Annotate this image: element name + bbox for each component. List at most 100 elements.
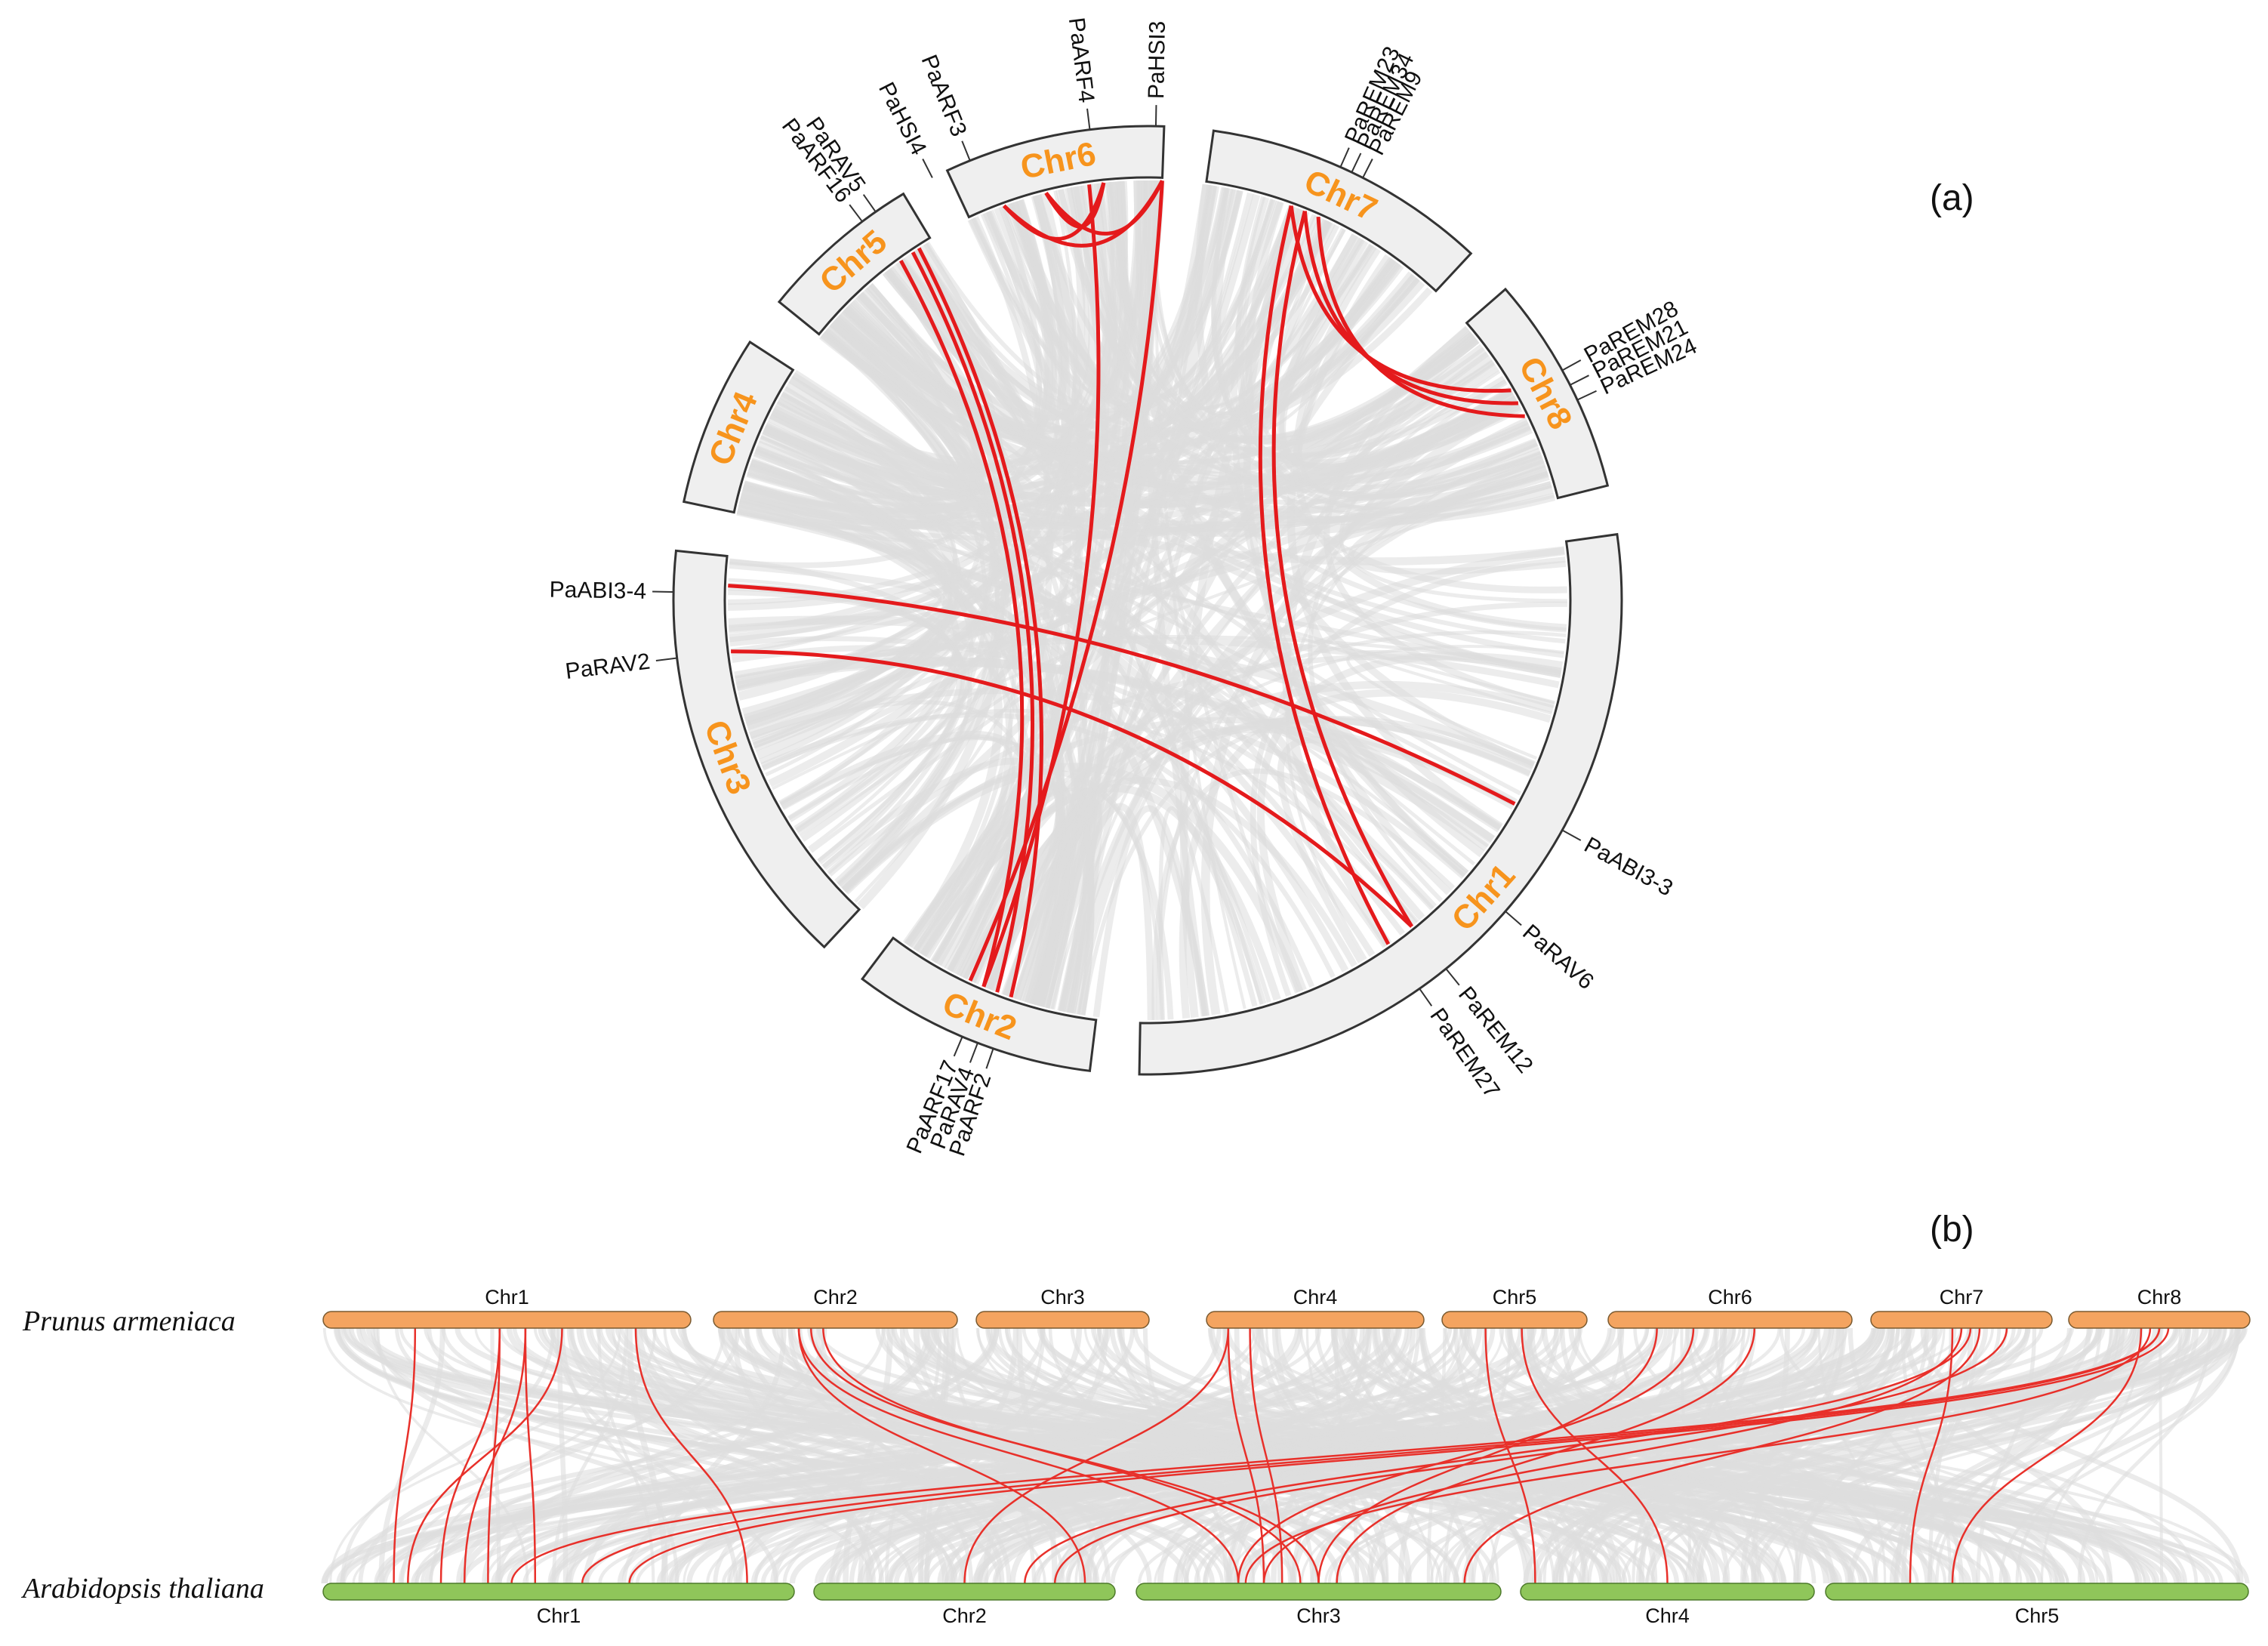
gray-synteny-link xyxy=(985,1327,1607,1584)
top-chromosome-bar-chr1 xyxy=(322,1311,692,1329)
red-link xyxy=(731,649,1413,928)
gene-label: PaABI3-4 xyxy=(549,578,646,604)
gray-synteny-link xyxy=(424,1327,1391,1584)
gray-synteny-link xyxy=(322,1327,874,1584)
gray-synteny-link xyxy=(2077,1327,2212,1584)
red-synteny-link xyxy=(463,1327,527,1584)
top-chromosome-label: Chr8 xyxy=(2137,1286,2182,1308)
gray-link xyxy=(768,236,1364,788)
bottom-chromosome-bars: Chr1 Chr2 Chr3 Chr4 Chr5 xyxy=(322,1583,2249,1627)
top-chromosome-bar-chr4 xyxy=(1206,1311,1425,1329)
gray-link xyxy=(728,578,966,863)
top-chromosome-label: Chr7 xyxy=(1940,1286,1984,1308)
bottom-chromosome-label: Chr4 xyxy=(1645,1604,1690,1627)
gray-synteny-link xyxy=(997,1327,1487,1584)
gray-link xyxy=(1059,456,1545,1013)
bottom-chromosome-bar-chr3 xyxy=(1136,1583,1502,1601)
gray-synteny-link xyxy=(568,1327,1300,1584)
panel-b-label: (b) xyxy=(1930,1210,1974,1250)
gene-tick xyxy=(1570,375,1589,386)
red-synteny-link xyxy=(1317,1327,1658,1584)
gene-label: PaARF4 xyxy=(1064,16,1099,104)
red-synteny-link xyxy=(487,1327,501,1584)
gray-synteny-link xyxy=(1460,1327,2086,1584)
gene-tick xyxy=(985,1048,994,1069)
gray-link xyxy=(772,484,1552,791)
chromosome-arc-chr2 xyxy=(860,936,1098,1072)
red-synteny-link xyxy=(1951,1327,2143,1584)
gray-synteny-link xyxy=(1645,1327,2226,1584)
gray-synteny-link xyxy=(565,1327,1000,1584)
bottom-chromosome-bar-chr1 xyxy=(322,1583,795,1601)
chromosome-arc-chr7 xyxy=(1205,129,1473,293)
red-link xyxy=(1258,205,1391,945)
gray-link xyxy=(1271,221,1543,499)
dual-synteny-panel: (b) Prunus armeniaca Arabidopsis thalian… xyxy=(20,1210,2251,1627)
gray-link xyxy=(1194,183,1536,769)
top-chromosome-label: Chr6 xyxy=(1708,1286,1752,1308)
gene-label: PaARF3 xyxy=(916,51,971,140)
gray-link xyxy=(729,636,1434,911)
gene-tick xyxy=(1445,968,1460,986)
gray-synteny-link xyxy=(636,1327,949,1584)
red-links xyxy=(728,180,1525,998)
red-synteny-link xyxy=(1909,1327,1954,1584)
top-chromosome-label: Chr3 xyxy=(1040,1286,1085,1308)
gray-synteny-link xyxy=(414,1327,2134,1584)
red-link xyxy=(899,260,1025,988)
bottom-chromosome-label: Chr2 xyxy=(942,1604,987,1627)
gray-link xyxy=(1279,237,1514,472)
red-synteny-link xyxy=(1336,1327,1756,1584)
top-chromosome-label: Chr4 xyxy=(1293,1286,1338,1308)
bottom-chromosome-bar-chr5 xyxy=(1825,1583,2249,1601)
gray-link xyxy=(755,447,1071,1009)
chromosome-arc-chr3 xyxy=(672,549,861,949)
gray-link xyxy=(1012,180,1152,999)
chromosome-arc-chr5 xyxy=(777,192,932,336)
red-synteny-link xyxy=(1244,1327,2152,1584)
gray-link xyxy=(818,333,1552,524)
gene-label: PaRAV6 xyxy=(1518,920,1598,994)
top-chromosome-bars: Chr1 Chr2 Chr3 Chr4 Chr5 Chr6 Chr7 Chr8 xyxy=(322,1286,2251,1329)
gray-synteny-link xyxy=(1157,1327,1471,1584)
bottom-chromosome-label: Chr3 xyxy=(1296,1604,1341,1627)
red-link xyxy=(1316,216,1525,418)
gray-links xyxy=(727,180,1568,1021)
gene-tick xyxy=(862,194,877,213)
red-synteny-link xyxy=(797,1327,1240,1584)
red-synteny-link xyxy=(1484,1327,1536,1584)
gray-synteny-link xyxy=(325,1327,1909,1584)
gray-synteny-link xyxy=(1900,1327,1952,1584)
gray-link xyxy=(1141,180,1401,416)
red-synteny-link xyxy=(1227,1327,1265,1584)
red-synteny-link xyxy=(1521,1327,1669,1584)
gray-synteny-link xyxy=(482,1327,827,1584)
top-chromosome-label: Chr5 xyxy=(1493,1286,1537,1308)
gene-label: PaHSI3 xyxy=(1144,20,1170,99)
chromosome-arc-chr4 xyxy=(682,340,795,514)
red-synteny-link xyxy=(1262,1327,1963,1584)
bottom-chromosome-label: Chr5 xyxy=(2015,1604,2060,1627)
red-synteny-link xyxy=(524,1327,537,1584)
gray-link xyxy=(1032,183,1118,399)
gray-link xyxy=(738,425,1532,542)
gray-synteny-link xyxy=(1247,1327,2016,1584)
panel-a-label: (a) xyxy=(1930,178,1974,218)
gene-tick xyxy=(1086,108,1091,130)
gray-link xyxy=(1034,803,1154,1021)
top-chromosome-bar-chr7 xyxy=(1870,1311,2053,1329)
red-synteny-link xyxy=(1237,1327,1695,1584)
gene-tick xyxy=(655,657,677,661)
gray-link xyxy=(1092,805,1208,1018)
chromosome-arc-chr8 xyxy=(1465,287,1610,500)
top-chromosome-bar-chr3 xyxy=(975,1311,1150,1329)
gene-tick xyxy=(1505,911,1522,926)
gene-tick xyxy=(922,159,933,178)
gray-link xyxy=(793,282,995,831)
red-synteny-link xyxy=(393,1327,417,1584)
gene-label: PaRAV2 xyxy=(564,649,652,685)
gray-synteny-link xyxy=(865,1327,1458,1584)
gene-tick xyxy=(1339,147,1350,168)
